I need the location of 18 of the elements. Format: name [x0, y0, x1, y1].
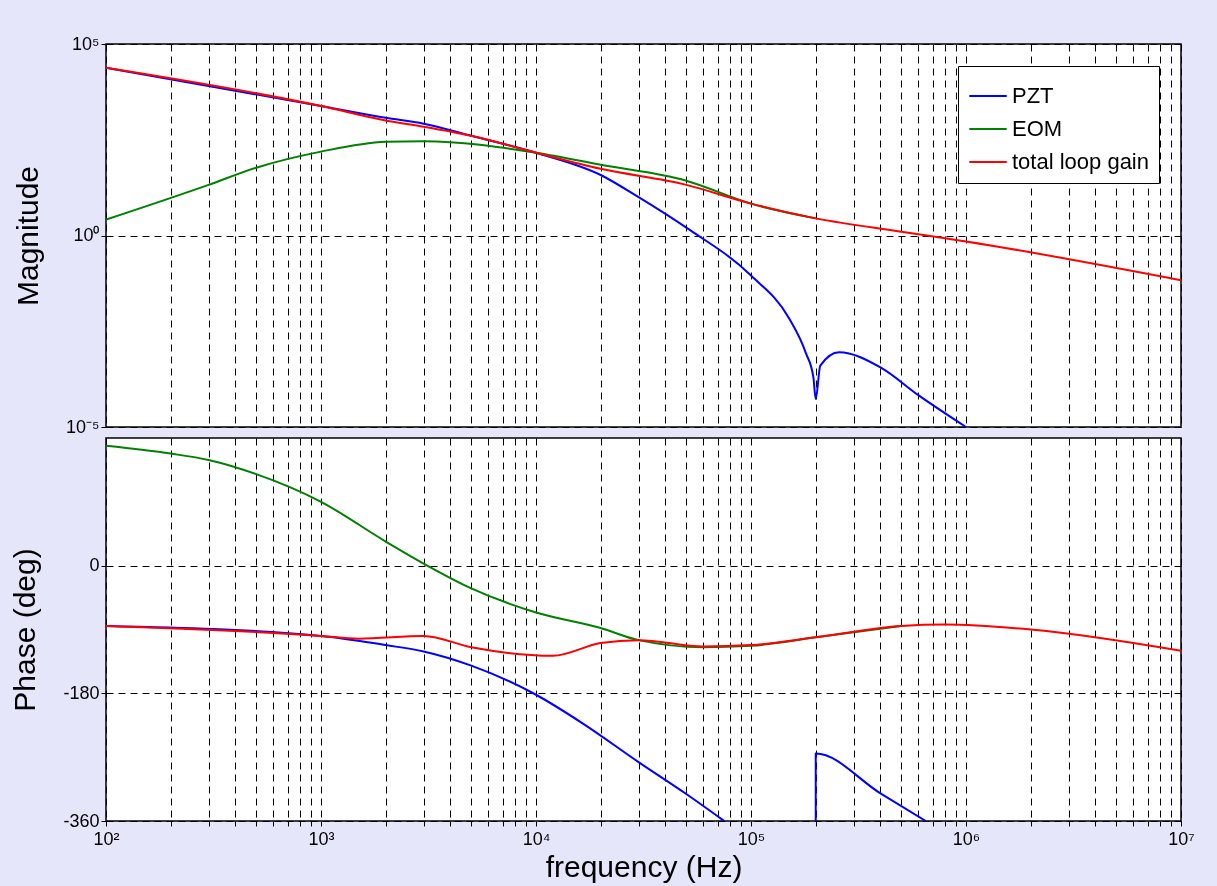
- legend-label: total loop gain: [1012, 149, 1149, 174]
- x-tick-label: 10⁷: [1168, 828, 1195, 849]
- x-tick-label: 10⁴: [522, 828, 551, 849]
- y-tick-label: -360: [63, 810, 100, 831]
- x-tick-label: 10³: [308, 828, 335, 849]
- y-tick-label: 10⁵: [72, 33, 100, 54]
- legend-label: EOM: [1012, 116, 1063, 141]
- y-tick-label: 10⁻⁵: [66, 416, 100, 437]
- y-axis-title: Magnitude: [11, 165, 45, 307]
- y-tick-label: 10⁰: [73, 225, 100, 245]
- y-tick-label: 0: [89, 555, 100, 576]
- x-tick-label: 10⁵: [737, 828, 766, 849]
- legend-label: PZT: [1012, 83, 1054, 108]
- y-tick-label: -180: [63, 682, 100, 703]
- x-axis-title: frequency (Hz): [545, 849, 743, 883]
- x-tick-label: 10²: [93, 828, 120, 849]
- x-tick-label: 10⁶: [952, 828, 981, 849]
- y-axis-title: Phase (deg): [8, 548, 42, 712]
